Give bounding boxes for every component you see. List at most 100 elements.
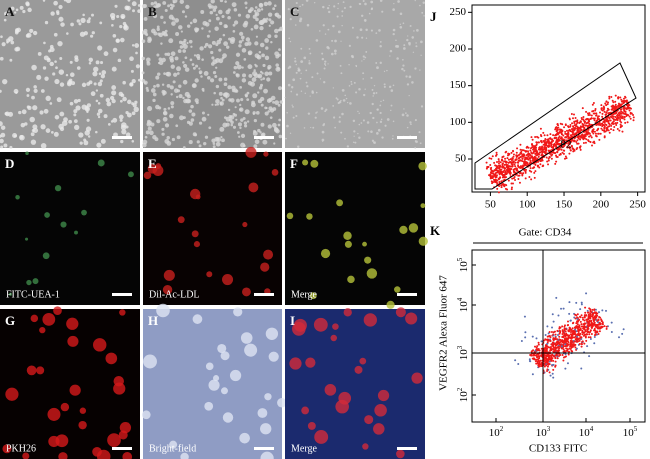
event-dot — [545, 156, 548, 159]
event-dot — [574, 313, 577, 316]
cell — [341, 10, 344, 13]
event-dot — [614, 115, 617, 118]
cell — [177, 216, 185, 224]
cell — [112, 47, 118, 53]
event-dot — [619, 125, 622, 128]
event-dot — [558, 343, 561, 346]
cell — [403, 44, 406, 47]
cell — [254, 63, 257, 66]
event-dot — [580, 303, 583, 306]
cell — [260, 103, 264, 107]
cell — [246, 120, 250, 123]
cell — [50, 130, 54, 134]
event-dot — [514, 159, 517, 162]
cell — [211, 62, 215, 66]
cell — [308, 47, 311, 50]
event-dot — [549, 349, 552, 352]
cell — [42, 312, 56, 326]
cell — [135, 64, 140, 69]
event-dot — [578, 130, 581, 133]
cell — [209, 10, 214, 15]
cell — [221, 138, 225, 143]
cell — [270, 20, 275, 25]
cell — [45, 95, 51, 102]
event-dot — [583, 342, 586, 345]
tick-exp: 2 — [500, 425, 504, 433]
event-dot — [495, 166, 498, 169]
event-dot — [562, 348, 565, 351]
cell — [170, 93, 173, 96]
cell — [189, 58, 193, 62]
event-dot — [540, 340, 543, 343]
cell — [355, 91, 358, 94]
event-dot — [584, 141, 587, 144]
cell — [370, 29, 373, 32]
event-dot — [576, 317, 579, 320]
cell — [269, 108, 275, 113]
cell — [95, 60, 100, 65]
event-dot — [546, 365, 549, 368]
event-dot — [554, 333, 557, 336]
cell — [143, 354, 157, 369]
event-dot — [547, 144, 550, 147]
cell — [162, 1, 167, 5]
event-dot — [521, 160, 524, 163]
event-dot — [610, 124, 613, 127]
event-dot — [584, 133, 587, 136]
event-dot — [518, 174, 521, 177]
event-dot — [518, 181, 521, 184]
event-dot — [610, 95, 613, 98]
event-dot — [577, 128, 580, 131]
cell — [48, 49, 52, 53]
event-dot — [575, 123, 578, 126]
event-dot — [556, 127, 559, 130]
event-dot — [550, 141, 553, 144]
event-dot — [544, 149, 547, 152]
event-dot — [530, 136, 533, 139]
cell — [344, 240, 352, 248]
event-dot — [619, 112, 622, 115]
event-dot — [511, 157, 514, 160]
cell — [122, 21, 127, 26]
cell — [370, 0, 374, 4]
cell — [0, 138, 4, 144]
cell — [164, 52, 168, 56]
cell — [353, 81, 356, 84]
cell — [227, 108, 231, 112]
cell — [331, 39, 334, 42]
event-dot — [533, 158, 536, 161]
cell — [227, 16, 231, 20]
cell — [229, 369, 242, 382]
event-dot — [504, 176, 507, 179]
cell — [117, 58, 122, 63]
event-dot — [537, 155, 540, 158]
event-dot — [563, 325, 566, 328]
cell — [237, 13, 242, 17]
cell — [360, 14, 364, 18]
event-dot — [515, 167, 518, 170]
cell — [292, 8, 296, 11]
event-dot — [548, 137, 551, 140]
cell — [263, 1, 268, 7]
event-dot — [574, 120, 577, 123]
cell — [131, 1, 137, 7]
cell — [353, 135, 355, 137]
cell — [294, 24, 297, 26]
event-dot — [556, 338, 559, 341]
event-dot — [573, 124, 576, 127]
event-dot — [612, 122, 615, 125]
event-dot — [512, 155, 515, 158]
cell — [206, 34, 210, 38]
cell — [341, 112, 344, 116]
event-dot — [554, 360, 557, 363]
event-dot — [605, 309, 608, 312]
cell — [171, 137, 175, 142]
cell — [73, 99, 79, 104]
tick-base: 10 — [623, 427, 635, 439]
cell — [379, 111, 382, 115]
cell — [383, 70, 386, 73]
event-dot — [554, 348, 557, 351]
event-dot — [585, 124, 588, 127]
cell — [334, 126, 337, 129]
